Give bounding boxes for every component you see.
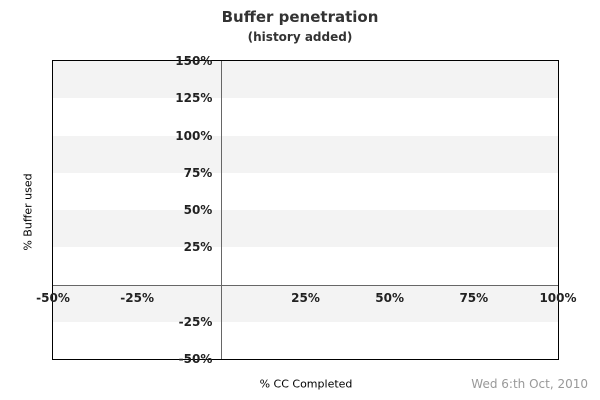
chart-subtitle: (history added) — [247, 30, 353, 44]
date-label: Wed 6:th Oct, 2010 — [471, 377, 588, 391]
x-tick-label: 100% — [539, 290, 577, 305]
shaded-band — [53, 61, 558, 99]
x-tick-label: 50% — [375, 290, 405, 305]
y-tick-label: 25% — [183, 240, 213, 255]
x-axis-title: % CC Completed — [259, 377, 353, 391]
shaded-band — [53, 135, 558, 173]
shaded-band — [53, 210, 558, 248]
y-axis-title: % Buffer used — [21, 173, 35, 251]
y-tick-label: 75% — [183, 165, 213, 180]
x-tick-label: 25% — [291, 290, 320, 305]
x-axis-zero-line — [53, 284, 558, 286]
x-tick-label: 75% — [459, 290, 489, 305]
chart-title: Buffer penetration — [221, 8, 379, 26]
y-tick-label: 50% — [183, 203, 213, 217]
y-tick-label: -50% — [178, 352, 213, 366]
y-axis-zero-line — [221, 61, 223, 359]
y-tick-label: 150% — [175, 54, 213, 68]
y-tick-label: 100% — [175, 128, 213, 143]
x-tick-label: -50% — [36, 290, 70, 305]
x-tick-label: -25% — [120, 290, 155, 305]
shaded-band — [53, 284, 558, 322]
plot-area: 150% 125% 100% 75% 50% 25% -25% -50% -50% -25% 25%… — [36, 54, 576, 366]
y-tick-label: 125% — [175, 91, 213, 106]
y-tick-label: -25% — [178, 314, 213, 329]
